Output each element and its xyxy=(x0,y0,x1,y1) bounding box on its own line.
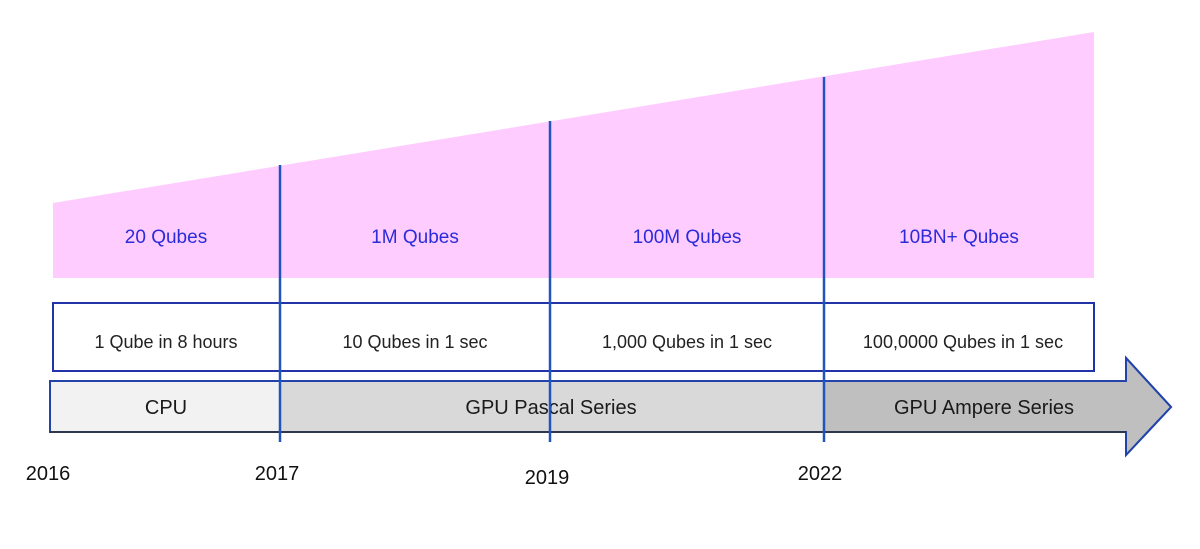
speed-label-cpu: 1 Qube in 8 hours xyxy=(94,332,237,352)
year-label-2017: 2017 xyxy=(255,463,300,485)
year-label-2016: 2016 xyxy=(26,463,71,485)
cpu-segment xyxy=(51,382,280,431)
capacity-label-ampere: 10BN+ Qubes xyxy=(899,227,1019,248)
speed-label-ampere: 100,0000 Qubes in 1 sec xyxy=(863,332,1063,352)
ampere-segment xyxy=(824,360,1169,453)
capacity-label-pascal-late: 100M Qubes xyxy=(633,227,742,248)
year-label-2022: 2022 xyxy=(798,463,843,485)
capacity-label-pascal-early: 1M Qubes xyxy=(371,227,459,248)
speed-label-pascal-early: 10 Qubes in 1 sec xyxy=(342,332,487,352)
capacity-wedge xyxy=(53,32,1094,278)
hardware-label-ampere: GPU Ampere Series xyxy=(894,397,1074,419)
speed-label-pascal-late: 1,000 Qubes in 1 sec xyxy=(602,332,772,352)
year-label-2019: 2019 xyxy=(525,467,570,489)
speed-row-box xyxy=(52,302,1095,372)
capacity-label-cpu: 20 Qubes xyxy=(125,227,207,248)
hardware-label-cpu: CPU xyxy=(145,397,187,419)
